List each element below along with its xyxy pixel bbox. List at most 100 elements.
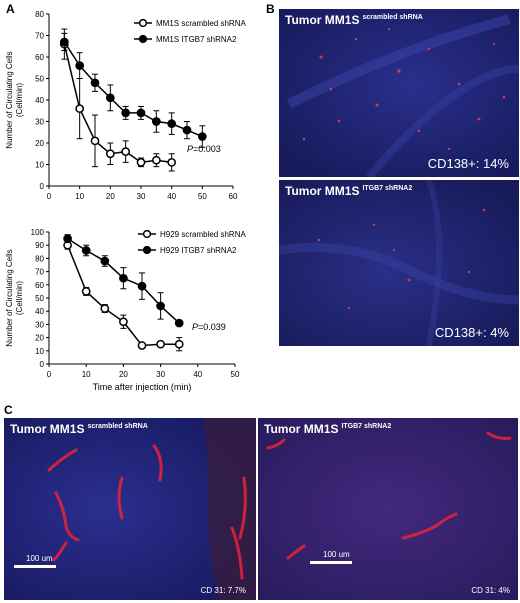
y-tick-label: 10: [35, 347, 44, 356]
x-tick-label: 10: [75, 192, 84, 201]
data-point: [75, 104, 85, 113]
y-tick-label: 80: [35, 254, 44, 263]
data-point: [137, 341, 147, 350]
tissue-image: [4, 418, 256, 600]
data-point: [174, 339, 184, 349]
cd138-stat: CD138+: 14%: [427, 156, 509, 171]
data-point: [105, 149, 115, 159]
x-tick-label: 0: [47, 370, 52, 379]
scale-bar-label: 100 um: [26, 554, 53, 563]
scale-bar: [14, 565, 56, 568]
y-tick-label: 40: [35, 96, 44, 105]
data-point: [119, 317, 128, 327]
y-tick-label: 0: [40, 182, 45, 191]
legend-marker: [138, 34, 148, 44]
x-axis-label: Time after injection (min): [93, 382, 192, 392]
data-point: [121, 108, 131, 118]
micrograph-b-scrambled: Tumor MM1S scrambled shRNA CD138+: 14%: [279, 9, 519, 177]
panel-letter-a: A: [6, 2, 15, 16]
x-tick-label: 0: [47, 192, 52, 201]
chart-mm1s-circulating-cells: 0 10 20 30 40 50 60 0 10 20 30 40 50 60 70 80 Time after…: [5, 10, 246, 205]
y-tick-label: 50: [35, 294, 44, 303]
tissue-image: [279, 180, 519, 346]
scale-bar: [310, 561, 352, 564]
y-tick-label: 30: [35, 320, 44, 329]
data-point: [90, 78, 100, 88]
y-tick-label: 90: [35, 241, 44, 250]
cd138-stat: CD138+: 4%: [434, 325, 509, 340]
legend-marker: [138, 18, 148, 28]
data-point: [167, 119, 177, 129]
series-line: [63, 41, 203, 138]
cd31-stat: CD 31: 7.7%: [200, 586, 246, 595]
data-point: [182, 125, 192, 135]
data-point: [100, 304, 110, 313]
y-tick-label: 0: [40, 360, 45, 369]
micrograph-c-itgb7: Tumor MM1S ITGB7 shRNA2 100 um CD 31: 4%: [258, 418, 518, 600]
x-tick-label: 20: [106, 192, 115, 201]
tissue-image: [258, 418, 518, 600]
x-tick-label: 20: [119, 370, 128, 379]
data-point: [75, 61, 85, 70]
x-axis-label: Time after injection (min): [92, 204, 191, 205]
data-point: [63, 234, 72, 243]
micrograph-c-scrambled: Tumor MM1S scrambled shRNA 100 um CD 31: …: [4, 418, 256, 600]
x-tick-label: 60: [229, 192, 238, 201]
y-tick-label: 100: [31, 228, 45, 237]
micrograph-title: Tumor MM1S scrambled shRNA: [285, 13, 423, 27]
data-point: [151, 155, 161, 165]
legend-label: MM1S scrambled shRNA: [156, 19, 246, 28]
legend-label: H929 scrambled shRNA: [160, 230, 246, 239]
micrograph-b-itgb7: Tumor MM1S ITGB7 shRNA2 CD138+: 4%: [279, 180, 519, 346]
data-point: [156, 339, 165, 349]
x-tick-label: 30: [137, 192, 146, 201]
x-tick-label: 50: [231, 370, 240, 379]
data-point: [81, 287, 91, 296]
y-tick-label: 20: [35, 139, 44, 148]
data-point: [90, 136, 100, 146]
panel-letter-c: C: [4, 403, 13, 417]
y-tick-label: 20: [35, 334, 44, 343]
data-point: [59, 37, 69, 47]
data-point: [105, 93, 115, 103]
data-point: [174, 318, 184, 328]
x-tick-label: 40: [193, 370, 202, 379]
p-value-annotation: P=0.039: [192, 322, 226, 332]
chart-h929-circulating-cells: 0 10 20 30 40 50 0 10 20 30 40 50 60 70 80 90 100 Time af…: [5, 228, 246, 392]
micrograph-title: Tumor MM1S ITGB7 shRNA2: [285, 184, 413, 198]
data-point: [136, 158, 146, 167]
data-point: [137, 281, 147, 291]
legend-marker: [142, 245, 152, 255]
data-point: [119, 273, 128, 283]
y-tick-label: 10: [35, 161, 44, 170]
micrograph-title: Tumor MM1S scrambled shRNA: [10, 422, 148, 436]
y-tick-label: 60: [35, 53, 44, 62]
x-tick-label: 30: [156, 370, 165, 379]
data-point: [136, 108, 146, 118]
y-axis-label: Number of Circulating Cells: [5, 51, 14, 148]
scale-bar-label: 100 um: [323, 550, 350, 559]
y-tick-label: 50: [35, 75, 44, 84]
micrograph-title: Tumor MM1S ITGB7 shRNA2: [264, 422, 392, 436]
x-tick-label: 10: [82, 370, 91, 379]
x-tick-label: 50: [198, 192, 207, 201]
data-point: [167, 158, 177, 167]
data-point: [81, 246, 91, 255]
legend-label: H929 ITGB7 shRNA2: [160, 246, 237, 255]
y-tick-label: 40: [35, 307, 44, 316]
legend-label: MM1S ITGB7 shRNA2: [156, 35, 237, 44]
data-point: [151, 117, 161, 126]
y-axis-label: Number of Circulating Cells: [5, 249, 14, 346]
x-tick-label: 40: [167, 192, 176, 201]
tissue-image: [279, 9, 519, 177]
y-axis-label: (Cell/min): [15, 281, 24, 316]
cd31-stat: CD 31: 4%: [471, 586, 510, 595]
y-tick-label: 70: [35, 268, 44, 277]
y-tick-label: 60: [35, 281, 44, 290]
data-point: [121, 147, 131, 156]
data-point: [100, 256, 110, 266]
panel-letter-b: B: [266, 2, 275, 16]
y-axis-label: (Cell/min): [15, 83, 24, 118]
p-value-annotation: P=0.003: [187, 144, 221, 154]
data-point: [156, 301, 165, 311]
